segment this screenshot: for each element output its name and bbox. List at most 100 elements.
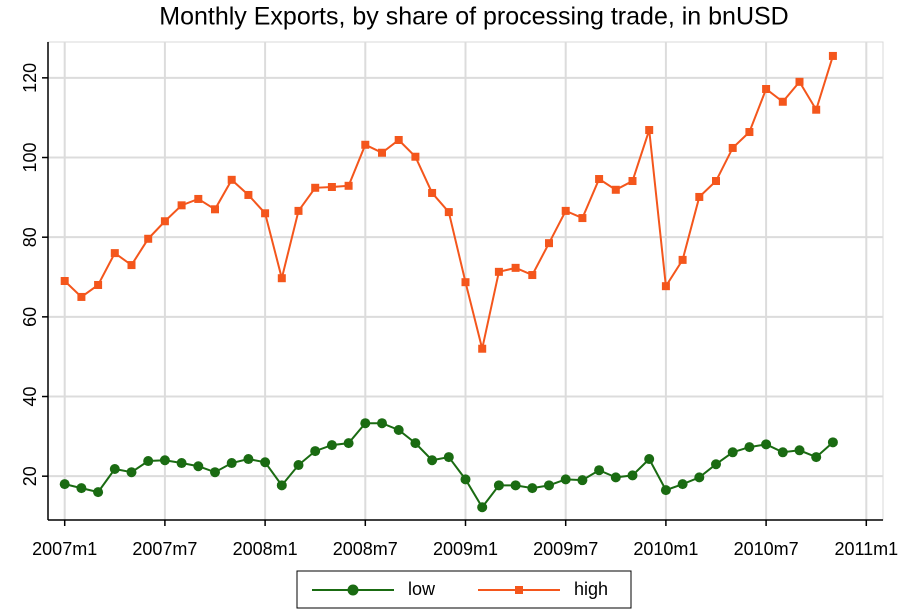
legend-label: low <box>408 579 436 599</box>
data-point <box>326 440 337 451</box>
data-point <box>527 483 538 494</box>
data-point <box>411 152 420 161</box>
data-point <box>377 418 387 429</box>
data-point <box>461 278 470 287</box>
data-point <box>94 280 103 289</box>
data-point <box>261 209 270 218</box>
data-point <box>244 190 253 199</box>
data-point <box>277 274 286 283</box>
data-point <box>227 175 236 184</box>
data-point <box>427 455 438 466</box>
data-point <box>109 464 120 475</box>
data-point <box>644 454 655 465</box>
legend-marker <box>347 584 359 596</box>
data-point <box>493 480 504 491</box>
data-point <box>176 458 187 469</box>
data-point <box>160 217 169 226</box>
data-point <box>276 480 287 491</box>
chart-title: Monthly Exports, by share of processing … <box>159 3 788 31</box>
y-tick-label: 100 <box>20 142 40 172</box>
data-point <box>110 249 119 258</box>
data-point <box>545 239 553 248</box>
data-point <box>194 194 203 203</box>
x-tick-label: 2007m1 <box>32 539 97 559</box>
data-point <box>193 461 204 472</box>
x-tick-label: 2010m1 <box>633 539 698 559</box>
data-point <box>93 487 104 498</box>
data-point <box>494 267 503 276</box>
data-point <box>394 135 403 144</box>
y-tick-label: 40 <box>20 387 40 407</box>
data-point <box>478 344 487 353</box>
data-point <box>143 456 154 467</box>
y-tick-label: 60 <box>20 307 40 327</box>
data-point <box>677 479 688 490</box>
y-tick-label: 20 <box>20 466 40 486</box>
data-point <box>460 474 471 485</box>
data-point <box>294 206 303 215</box>
data-point <box>712 177 720 186</box>
data-point <box>745 128 754 137</box>
data-point <box>610 472 621 483</box>
data-point <box>645 126 654 135</box>
x-tick-label: 2009m7 <box>533 539 598 559</box>
data-point <box>812 105 821 114</box>
data-point <box>611 185 620 194</box>
y-tick-label: 120 <box>20 63 40 93</box>
data-point <box>477 502 488 513</box>
data-point <box>794 445 805 456</box>
data-point <box>60 277 69 285</box>
data-point <box>528 271 537 280</box>
data-point <box>327 182 336 191</box>
data-point <box>744 442 755 453</box>
data-point <box>595 175 604 184</box>
data-point <box>795 77 804 86</box>
data-point <box>827 437 838 448</box>
data-point <box>828 51 837 60</box>
x-tick-label: 2007m7 <box>132 539 197 559</box>
data-point <box>510 480 521 491</box>
data-point <box>343 438 354 449</box>
data-point <box>727 447 738 458</box>
data-point <box>293 460 304 471</box>
data-point <box>560 474 571 485</box>
data-point <box>210 467 220 478</box>
data-point <box>762 85 771 94</box>
data-point <box>628 177 637 186</box>
data-point <box>627 470 638 481</box>
data-point <box>544 480 554 491</box>
data-point <box>444 208 453 217</box>
data-point <box>428 188 437 197</box>
data-point <box>126 467 137 478</box>
data-point <box>144 234 153 243</box>
data-point <box>77 292 86 301</box>
x-tick-label: 2011m1 <box>834 539 898 559</box>
data-point <box>410 438 421 449</box>
data-point <box>711 459 721 470</box>
legend-marker <box>515 586 523 594</box>
data-point <box>695 192 704 201</box>
data-point <box>159 455 170 466</box>
data-point <box>778 97 787 106</box>
data-point <box>127 261 136 270</box>
x-tick-label: 2009m1 <box>433 539 498 559</box>
x-tick-label: 2008m1 <box>233 539 298 559</box>
x-tick-label: 2010m7 <box>734 539 799 559</box>
data-point <box>728 143 737 152</box>
data-point <box>260 457 271 468</box>
legend-box <box>296 570 632 609</box>
data-point <box>761 439 772 450</box>
data-point <box>594 465 605 476</box>
data-point <box>226 458 237 469</box>
x-tick-label: 2008m7 <box>333 539 398 559</box>
data-point <box>378 148 386 157</box>
data-point <box>59 479 70 490</box>
data-point <box>578 214 587 223</box>
data-point <box>577 475 588 486</box>
data-point <box>393 424 404 435</box>
data-point <box>511 263 520 272</box>
data-point <box>694 472 705 483</box>
data-point <box>661 282 670 291</box>
data-point <box>678 255 687 264</box>
